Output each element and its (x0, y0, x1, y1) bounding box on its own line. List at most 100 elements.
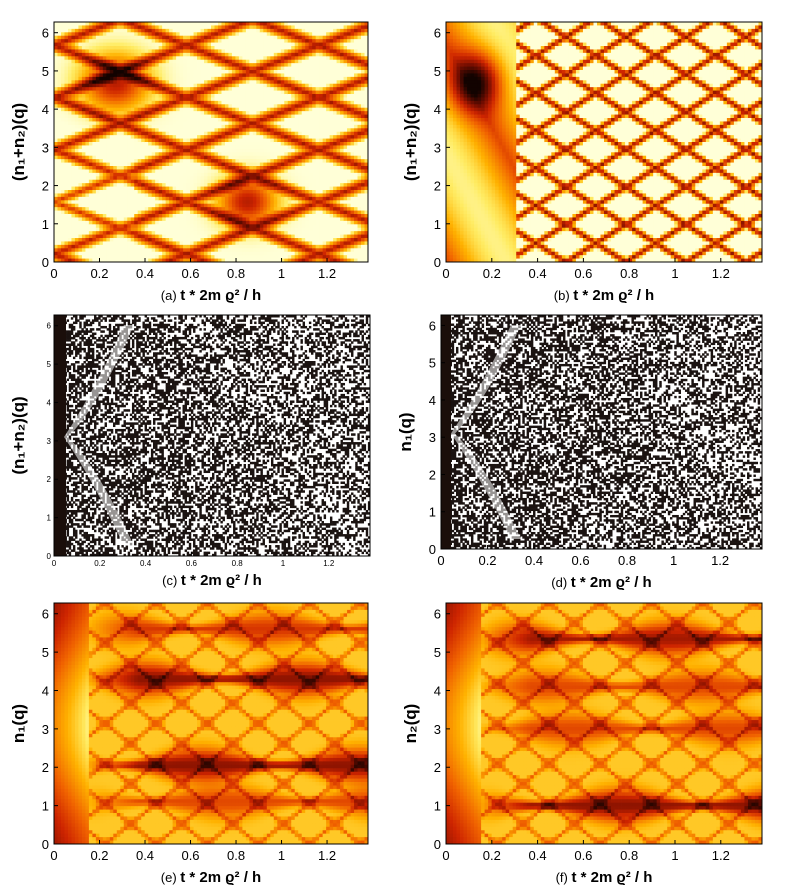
x-tick-label: 1.2 (323, 559, 335, 568)
y-axis-label: (n₁+n₂)(q) (9, 396, 28, 474)
y-tick-label: 3 (434, 722, 441, 737)
x-tick-label: 1 (278, 266, 285, 281)
plot-frame-a (53, 21, 369, 263)
x-tick-label: 0.4 (140, 559, 152, 568)
y-tick-label: 4 (42, 683, 49, 698)
plot-frame-c (53, 314, 371, 557)
x-tick-label: 0.8 (227, 848, 245, 863)
y-tick-label: 1 (429, 505, 436, 520)
x-tick-label: 0.8 (232, 559, 244, 568)
y-tick-label: 3 (429, 430, 436, 445)
x-tick-label: 0 (50, 848, 57, 863)
x-tick-label: 0.2 (94, 559, 106, 568)
x-tick-label: 0.2 (90, 266, 108, 281)
y-axis-label: (n₁+n₂)(q) (9, 103, 28, 181)
x-tick-label: 1 (671, 848, 678, 863)
y-tick-label: 1 (434, 217, 441, 232)
y-tick-label: 5 (42, 645, 49, 660)
plot-frame-e (53, 602, 369, 845)
panel-e: 0 0.2 0.4 0.6 0.8 1 1.2 0 1 2 3 4 5 6 (e) t * 2m ϱ² / … (9, 602, 369, 886)
panel-label: (a) (161, 288, 181, 303)
panel-label: (b) (554, 288, 574, 303)
y-tick-label: 5 (434, 645, 441, 660)
x-tick-label: 1 (671, 266, 678, 281)
y-tick-label: 5 (429, 356, 436, 371)
y-tick-label: 1 (42, 799, 49, 814)
heatmap-b (446, 22, 762, 262)
y-tick-label: 0 (42, 837, 49, 852)
x-tick-label: 0.4 (529, 848, 547, 863)
panel-d: 0 0.2 0.4 0.6 0.8 1 1.2 0 1 2 3 4 5 6 (d) t * 2m ϱ² / … (396, 314, 763, 591)
heatmap-f (446, 603, 762, 844)
x-tick-label: 0 (50, 266, 57, 281)
x-tick-label: 0.6 (572, 553, 590, 568)
x-axis-label: (b) t * 2m ϱ² / h (554, 287, 654, 304)
x-axis-label: (f) t * 2m ϱ² / h (556, 869, 653, 886)
heatmap-c (54, 315, 370, 556)
plot-frame-f (445, 602, 763, 845)
x-tick-label: 0.6 (574, 848, 592, 863)
x-axis-label: (a) t * 2m ϱ² / h (161, 287, 261, 304)
panel-a: 0 0.2 0.4 0.6 0.8 1 1.2 0 1 2 3 4 5 6 (a) t * 2m ϱ² / … (9, 21, 369, 304)
y-tick-label: 2 (42, 179, 49, 194)
y-tick-label: 2 (429, 467, 436, 482)
y-axis-label: (n₁+n₂)(q) (401, 103, 420, 181)
y-tick-label: 1 (47, 514, 52, 523)
y-tick-label: 2 (434, 760, 441, 775)
y-tick-label: 2 (42, 760, 49, 775)
x-tick-label: 0.8 (620, 266, 638, 281)
y-tick-label: 5 (434, 64, 441, 79)
x-tick-label: 1.2 (711, 553, 729, 568)
x-axis-label: (e) t * 2m ϱ² / h (161, 869, 261, 886)
y-tick-label: 6 (42, 26, 49, 41)
y-tick-label: 5 (47, 360, 52, 369)
y-tick-label: 0 (42, 255, 49, 270)
x-tick-label: 0.6 (181, 266, 199, 281)
x-tick-label: 1.2 (712, 266, 730, 281)
y-tick-label: 6 (42, 607, 49, 622)
x-tick-label: 0 (442, 848, 449, 863)
y-tick-label: 1 (434, 799, 441, 814)
heatmap-e (54, 603, 368, 844)
y-tick-label: 3 (42, 140, 49, 155)
y-tick-label: 6 (434, 607, 441, 622)
x-tick-label: 0.6 (186, 559, 198, 568)
y-tick-label: 1 (42, 217, 49, 232)
x-tick-label: 0 (442, 266, 449, 281)
x-tick-label: 0.8 (620, 848, 638, 863)
x-tick-label: 0.4 (529, 266, 547, 281)
y-tick-label: 4 (429, 393, 436, 408)
x-tick-label: 0.4 (136, 848, 154, 863)
x-tick-label: 0 (437, 553, 444, 568)
y-tick-label: 6 (47, 322, 52, 331)
y-tick-label: 3 (47, 437, 52, 446)
x-tick-label: 1.2 (712, 848, 730, 863)
heatmap-a (54, 22, 368, 262)
panel-label: (c) (162, 573, 181, 588)
panel-label: (d) (551, 575, 571, 590)
x-axis-label: (c) t * 2m ϱ² / h (162, 572, 262, 589)
x-tick-label: 0.2 (483, 266, 501, 281)
y-tick-label: 0 (434, 255, 441, 270)
plot-frame-d (440, 314, 763, 550)
y-tick-label: 6 (429, 318, 436, 333)
y-tick-label: 2 (434, 179, 441, 194)
y-axis-label: n₁(q) (9, 704, 28, 743)
panel-label: (f) (556, 870, 572, 885)
x-tick-label: 0.6 (181, 848, 199, 863)
panel-label: (e) (161, 870, 181, 885)
x-tick-label: 0.8 (618, 553, 636, 568)
x-axis-label: (d) t * 2m ϱ² / h (551, 574, 651, 591)
x-tick-label: 0.2 (90, 848, 108, 863)
x-tick-label: 0.2 (483, 848, 501, 863)
y-tick-label: 4 (434, 102, 441, 117)
panel-b: 0 0.2 0.4 0.6 0.8 1 1.2 0 1 2 3 4 5 6 (b) t * 2m ϱ² / … (401, 21, 763, 304)
y-tick-label: 2 (47, 475, 52, 484)
plot-frame-b (445, 21, 763, 263)
x-tick-label: 1 (670, 553, 677, 568)
y-axis-label: n₁(q) (396, 412, 415, 451)
x-tick-label: 0.4 (525, 553, 543, 568)
x-tick-label: 1 (281, 559, 286, 568)
panel-f: 0 0.2 0.4 0.6 0.8 1 1.2 0 1 2 3 4 5 6 (f) t * 2m ϱ² / … (401, 602, 763, 886)
